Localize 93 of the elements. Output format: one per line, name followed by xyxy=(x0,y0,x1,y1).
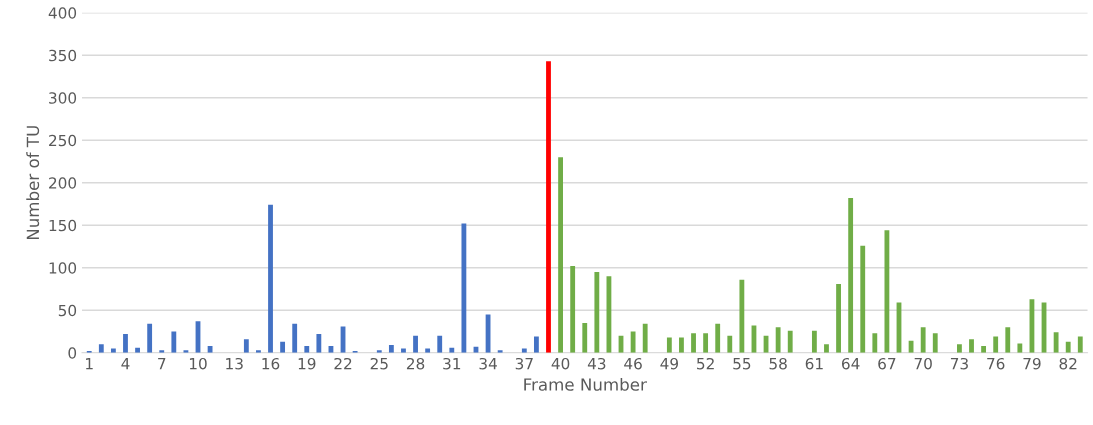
bar xyxy=(666,337,672,353)
x-tick-label: 31 xyxy=(443,357,461,370)
bar xyxy=(243,339,249,353)
bar xyxy=(388,345,394,353)
x-tick-label: 46 xyxy=(624,357,642,370)
x-tick-label: 64 xyxy=(841,357,860,370)
x-tick-label: 82 xyxy=(1059,357,1077,370)
bar xyxy=(171,331,177,353)
bar xyxy=(110,348,116,353)
x-tick-label: 70 xyxy=(914,357,932,370)
bar xyxy=(969,339,974,353)
x-tick-label: 49 xyxy=(660,357,678,370)
y-tick-label: 100 xyxy=(49,262,77,274)
x-axis-title: Frame Number xyxy=(524,377,647,391)
bar xyxy=(981,345,987,353)
bar xyxy=(1053,332,1059,353)
bar xyxy=(570,266,576,353)
bar xyxy=(304,345,310,353)
x-tick-label: 76 xyxy=(987,357,1005,370)
bar xyxy=(993,336,999,353)
bar xyxy=(824,344,829,353)
x-tick-label: 43 xyxy=(587,357,606,370)
x-tick-label: 58 xyxy=(769,357,787,370)
x-tick-label: 1 xyxy=(86,358,93,370)
bar xyxy=(292,323,298,353)
y-axis-title: Number of TU xyxy=(26,126,40,240)
x-tick-label: 13 xyxy=(226,357,243,370)
bar xyxy=(715,323,721,353)
bar xyxy=(98,344,104,353)
x-tick-label: 16 xyxy=(262,357,280,370)
bar xyxy=(594,272,600,353)
bar xyxy=(1077,336,1083,353)
bar xyxy=(727,335,733,353)
y-tick-label: 250 xyxy=(49,134,77,147)
x-tick-label: 19 xyxy=(298,357,316,370)
bar xyxy=(957,344,962,353)
bar xyxy=(1065,341,1071,353)
bar xyxy=(1005,327,1011,353)
y-tick-label: 350 xyxy=(49,49,77,62)
y-tick-label: 150 xyxy=(49,219,77,232)
bar xyxy=(679,337,684,353)
x-tick-label: 79 xyxy=(1023,357,1041,370)
x-tick-label: 7 xyxy=(158,358,166,370)
bar xyxy=(401,348,406,353)
x-tick-label: 67 xyxy=(878,357,896,370)
bar xyxy=(775,327,781,353)
bar xyxy=(1017,343,1023,353)
bar xyxy=(316,334,322,353)
bar xyxy=(739,279,745,353)
bar xyxy=(691,333,696,353)
bar xyxy=(207,345,213,353)
bar xyxy=(268,204,273,353)
bar xyxy=(920,327,926,353)
y-tick-label: 200 xyxy=(49,177,77,189)
bar xyxy=(521,348,527,353)
bar xyxy=(533,336,539,353)
bar xyxy=(811,330,817,353)
x-tick-label: 28 xyxy=(406,357,425,370)
bar xyxy=(872,333,878,353)
bar xyxy=(860,245,866,353)
x-tick-label: 37 xyxy=(515,357,533,370)
bar xyxy=(546,61,551,353)
bar xyxy=(836,283,841,353)
x-tick-label: 55 xyxy=(733,358,751,370)
bar xyxy=(280,341,286,353)
bar xyxy=(642,323,648,353)
bar xyxy=(703,333,709,353)
x-tick-label: 61 xyxy=(805,357,823,370)
x-tick-label: 10 xyxy=(189,357,207,370)
y-tick-label: 300 xyxy=(49,92,77,104)
y-tick-label: 50 xyxy=(58,304,77,317)
x-tick-label: 73 xyxy=(950,357,968,370)
bar xyxy=(630,331,636,353)
bar xyxy=(123,334,128,353)
bar xyxy=(461,223,467,353)
x-tick-label: 22 xyxy=(334,357,352,370)
bar xyxy=(848,198,854,353)
y-tick-label: 0 xyxy=(68,347,77,359)
bar xyxy=(147,323,153,353)
x-tick-label: 52 xyxy=(697,357,714,370)
bar xyxy=(413,335,418,353)
bar xyxy=(558,157,563,353)
bar xyxy=(932,333,938,353)
bar xyxy=(582,323,588,353)
bar xyxy=(425,348,431,353)
bar xyxy=(787,330,793,353)
x-tick-label: 34 xyxy=(479,357,497,370)
bar xyxy=(437,335,443,353)
x-tick-label: 25 xyxy=(370,357,388,370)
x-tick-label: 4 xyxy=(121,358,130,370)
bar xyxy=(884,230,890,353)
x-tick-label: 40 xyxy=(551,357,570,370)
y-tick-label: 400 xyxy=(48,7,77,19)
